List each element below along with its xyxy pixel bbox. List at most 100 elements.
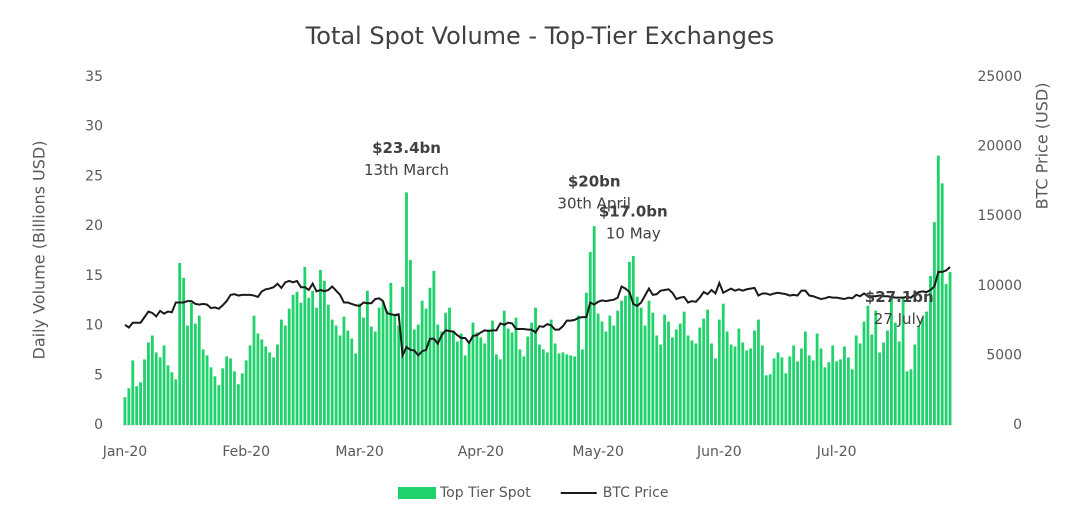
bar [522, 356, 526, 425]
bar [925, 311, 928, 425]
x-tick-label: Jan-20 [102, 444, 147, 460]
bar [616, 310, 620, 425]
bar [714, 358, 717, 425]
bar [788, 356, 792, 425]
bar [663, 314, 666, 425]
bar [197, 315, 201, 425]
bar [150, 335, 154, 425]
bar [225, 356, 229, 425]
bar [651, 312, 655, 425]
bar [800, 348, 803, 425]
bar [846, 357, 850, 425]
bar [819, 348, 823, 425]
y2-tick-label: 25000 [977, 69, 1022, 85]
bar [279, 319, 283, 425]
bar [757, 319, 760, 425]
bar [389, 282, 393, 425]
bar [479, 337, 483, 425]
bar [123, 397, 127, 425]
bar [158, 357, 162, 425]
bar [702, 318, 706, 425]
bar [162, 345, 166, 425]
y2-tick-label: 5000 [986, 347, 1022, 363]
bar [334, 325, 338, 425]
bar [299, 302, 303, 425]
bar [174, 379, 178, 425]
y2-tick-label: 15000 [977, 208, 1022, 224]
bar [932, 222, 936, 425]
bar [409, 259, 412, 425]
bar [584, 292, 588, 425]
bar [373, 331, 377, 425]
bar [487, 329, 491, 425]
bar [315, 307, 318, 425]
bar [217, 385, 221, 425]
bar [252, 315, 256, 425]
bar [291, 294, 295, 425]
bar [690, 340, 694, 425]
bar [205, 355, 209, 425]
bar [182, 277, 186, 425]
bar [882, 342, 885, 425]
bar [459, 333, 463, 425]
y-tick-label: 20 [85, 218, 103, 234]
bar [452, 330, 455, 425]
bar [436, 324, 440, 425]
bar [569, 355, 573, 425]
bar [495, 354, 498, 425]
bar [475, 332, 479, 425]
bar [221, 368, 225, 425]
bar [545, 352, 549, 425]
bar [674, 329, 678, 425]
bar [502, 310, 506, 425]
bar [627, 261, 631, 425]
bar [534, 307, 537, 425]
bar [897, 341, 901, 425]
bar [143, 359, 146, 425]
bar [342, 316, 346, 425]
bar [940, 183, 944, 425]
y2-tick-label: 20000 [977, 139, 1022, 155]
bar [307, 297, 311, 425]
bar [538, 344, 541, 425]
y-tick-label: 35 [85, 69, 103, 85]
bar [909, 369, 913, 425]
bar [338, 335, 342, 425]
bar [166, 365, 170, 425]
bar [729, 344, 733, 425]
bar [518, 349, 522, 425]
bar [127, 388, 131, 425]
bar [201, 349, 205, 425]
bar [131, 360, 135, 425]
bar [717, 319, 721, 425]
bar [612, 325, 616, 425]
bar [831, 345, 835, 425]
bar [706, 309, 710, 425]
bar [635, 296, 639, 425]
bar [553, 343, 557, 425]
bar [455, 341, 459, 425]
bar [870, 334, 874, 425]
bar [346, 330, 350, 425]
bar [186, 325, 189, 425]
bar [596, 313, 600, 425]
annotation-value: $20bn [568, 173, 621, 191]
x-tick-label: Jun-20 [696, 444, 742, 460]
bar [268, 352, 272, 425]
bar [541, 349, 545, 425]
bar [393, 314, 397, 425]
bar [839, 359, 842, 425]
bar [776, 352, 780, 425]
bar [311, 290, 315, 425]
x-tick-label: Feb-20 [222, 444, 270, 460]
bar [506, 328, 510, 425]
bar [780, 357, 784, 425]
bar [295, 291, 299, 425]
bar [682, 311, 686, 425]
annotation-note: 30th April [557, 195, 631, 213]
bar [929, 275, 932, 425]
bar [764, 375, 768, 425]
bar [178, 262, 182, 425]
x-tick-label: Apr-20 [458, 444, 504, 460]
